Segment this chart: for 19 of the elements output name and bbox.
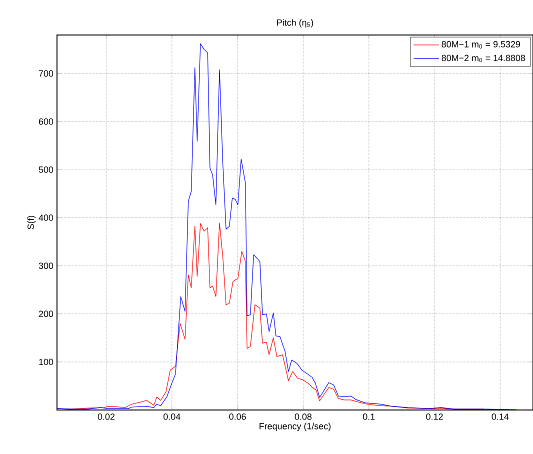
y-tick-label: 200 [38,310,54,318]
y-tick-label: 400 [38,214,54,221]
y-tick-label: 500 [38,166,54,173]
y-tick-label: 100 [39,358,54,366]
x-tick-label: 0.04 [164,414,180,420]
x-tick-label: 0.06 [229,414,246,420]
y-axis-title: S(f) [27,216,36,230]
legend-label: 80M−1 m$_{0}$ = 9.5329 [442,41,520,48]
x-tick-label: 0.08 [294,414,312,420]
y-tick-label: 700 [38,70,54,77]
y-tick-label: 600 [38,118,54,125]
y-tick-label: 300 [38,262,54,269]
chart-title: Pitch (η$_{5}$) [277,19,314,28]
legend-label: 80M−2 m$_{0}$ = 14.8808 [442,54,526,62]
x-tick-label: 0.1 [362,414,375,420]
x-axis-title: Frequency (1/sec) [260,422,331,432]
x-tick-label: 0.14 [492,414,509,420]
x-tick-label: 0.02 [98,414,115,420]
x-tick-label: 0.12 [426,414,443,420]
